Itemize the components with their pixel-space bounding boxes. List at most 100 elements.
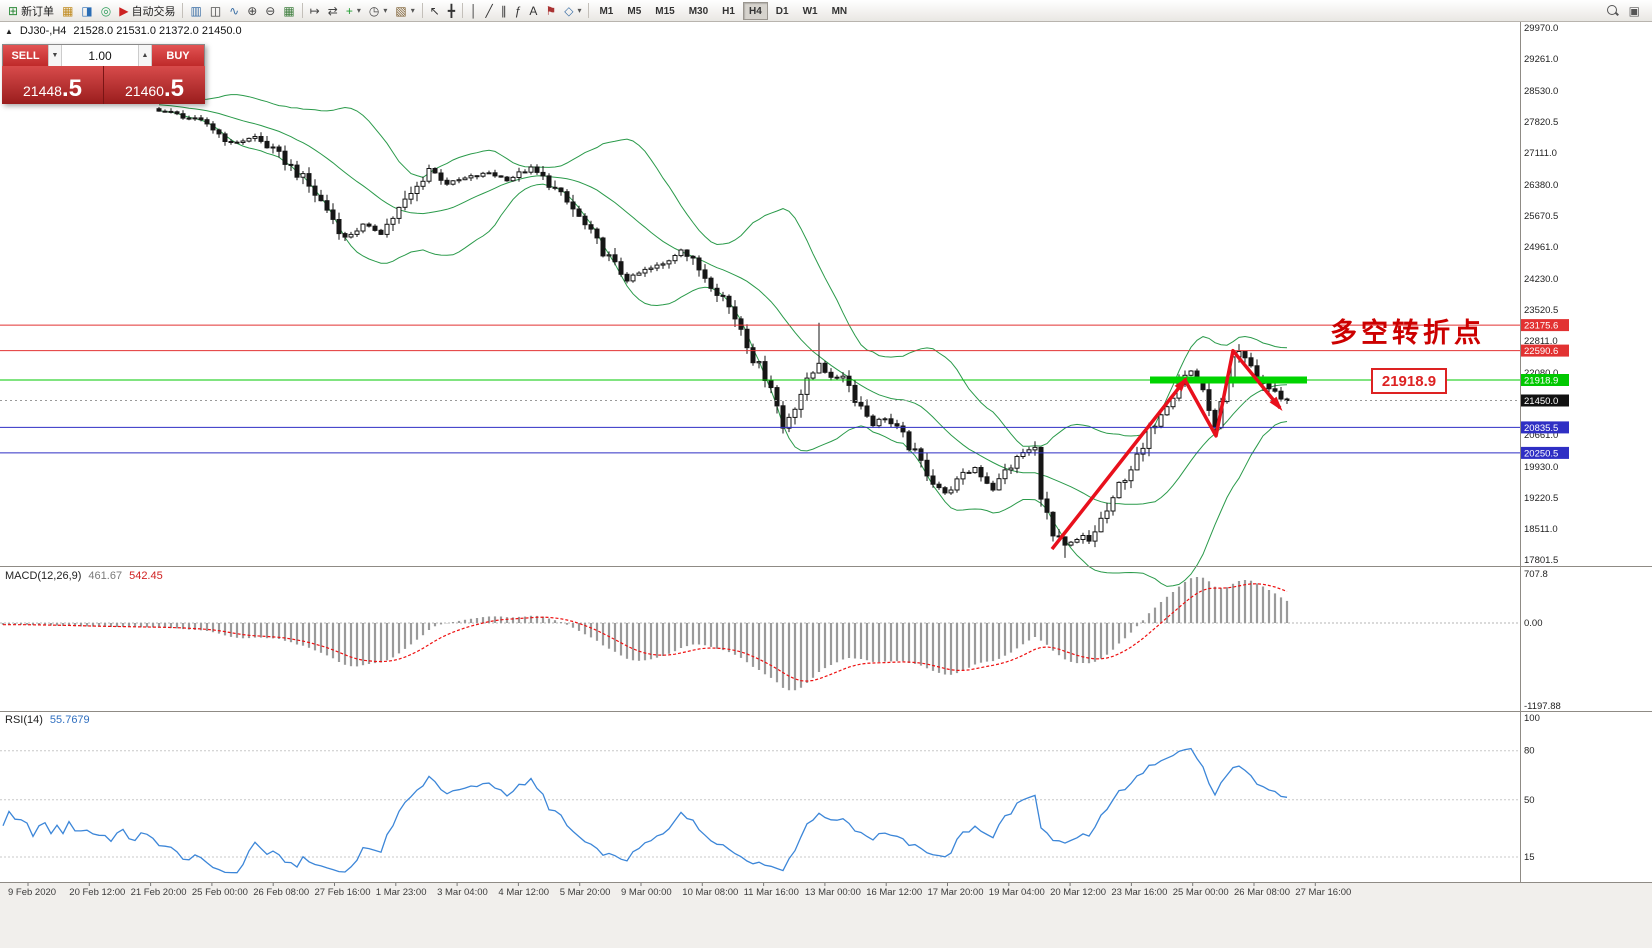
candle-body	[1128, 469, 1134, 482]
trendline-icon[interactable]: ╱	[482, 1, 497, 21]
price-badge-rect	[1521, 394, 1569, 407]
indicators-icon[interactable]: + ▾	[342, 1, 365, 21]
shapes-icon[interactable]: ◇ ▾	[560, 1, 585, 21]
symbol-info: ▲ DJ30-,H4 21528.0 21531.0 21372.0 21450…	[5, 25, 242, 37]
arrow-flag-icon[interactable]: ⚑	[541, 1, 560, 21]
cursor-icon[interactable]: ↖	[426, 1, 444, 21]
crosshair-icon[interactable]: ╋	[444, 1, 459, 21]
candle-body	[1050, 511, 1056, 537]
timeframe-mn[interactable]: MN	[831, 5, 848, 17]
chart-shift-icon[interactable]: ⇄	[324, 1, 342, 21]
sell-price-display[interactable]: 21448.5	[2, 66, 104, 104]
timeframe-m1[interactable]: M1	[599, 5, 614, 17]
trend-arrows[interactable]	[1050, 348, 1283, 551]
tile-windows-icon[interactable]: ▦	[279, 1, 298, 21]
buy-button[interactable]: BUY	[152, 45, 204, 66]
candle-body	[168, 110, 174, 113]
price-badge: 20250.5	[1524, 448, 1558, 459]
rsi-value: 55.7679	[49, 714, 90, 726]
timeframe-h4[interactable]: H4	[742, 1, 768, 20]
candle-body	[1068, 541, 1074, 546]
candle-body	[360, 223, 366, 232]
crosshair-icon: ╋	[447, 3, 455, 18]
volume-increase-button[interactable]: ▲	[138, 45, 152, 66]
market-watch-icon[interactable]: ◨	[77, 1, 96, 21]
candle-body	[540, 171, 546, 177]
price-axis-label: 24230.0	[1524, 274, 1558, 285]
time-label: 20 Feb 12:00	[69, 887, 125, 898]
rsi-label-row: RSI(14) 55.7679	[5, 714, 90, 726]
candle-body	[1062, 536, 1068, 546]
candle-body	[1002, 469, 1008, 480]
shapes-icon: ◇	[564, 3, 574, 18]
quick-panel-icon[interactable]: ▣	[1628, 3, 1640, 18]
new-order-button[interactable]: ⊞ 新订单	[4, 1, 58, 21]
auto-scroll-icon: ↦	[309, 3, 320, 18]
auto-scroll-icon[interactable]: ↦	[306, 1, 324, 21]
timeframe-m15[interactable]: M15	[655, 5, 675, 17]
templates-icon: ▧	[395, 3, 407, 18]
timeframe-h1[interactable]: H1	[722, 5, 735, 17]
fibonacci-icon[interactable]: ƒ	[511, 1, 526, 21]
zoom-out-icon[interactable]: ⊖	[261, 1, 279, 21]
vertical-line-icon[interactable]: │	[466, 1, 482, 21]
toolbar: ⊞ 新订单 ▦ ◨ ◎ ▶ 自动交易 ▥ ◫ ∿ ⊕ ⊖ ▦ ↦ ⇄ + ▾ ◷ ▾ ▧ ▾ ↖ ╋ │ ╱ ∥ ƒ A ⚑ ◇ ▾ M1 M…	[0, 0, 1652, 22]
line-chart-mode-icon[interactable]: ∿	[225, 1, 243, 21]
periods-dropdown-icon[interactable]: ▾	[383, 6, 388, 15]
symbol-ohlc: 21528.0 21531.0 21372.0 21450.0	[73, 25, 242, 37]
periods-icon[interactable]: ◷ ▾	[365, 1, 392, 21]
timeframe-d1[interactable]: D1	[775, 5, 789, 17]
candle-body	[768, 380, 774, 388]
price-axis-label: 29970.0	[1524, 23, 1558, 34]
candle-body	[468, 175, 474, 179]
navigator-icon[interactable]: ◎	[97, 1, 115, 21]
templates-icon[interactable]: ▧ ▾	[391, 1, 418, 21]
trend-zigzag-line[interactable]	[1050, 348, 1282, 551]
candle-body	[948, 489, 954, 494]
candle-body	[876, 418, 882, 427]
rsi-indicator-name: RSI(14)	[5, 714, 43, 726]
time-label: 16 Mar 12:00	[866, 887, 922, 898]
buy-price-display[interactable]: 21460.5	[104, 66, 205, 104]
timeframe-m30[interactable]: M30	[688, 5, 709, 17]
candle-body	[318, 194, 324, 202]
volume-input[interactable]	[62, 45, 138, 66]
timeframe-w1[interactable]: W1	[802, 5, 818, 17]
candle-body	[624, 273, 630, 282]
autotrading-button[interactable]: ▶ 自动交易	[115, 1, 179, 21]
pivot-price-label-box[interactable]	[1371, 368, 1447, 394]
price-axis-label: 20661.0	[1524, 430, 1558, 441]
candle-body	[804, 377, 810, 395]
market-watch-icon: ◨	[81, 3, 93, 18]
candle-body	[414, 185, 420, 195]
time-label: 4 Mar 12:00	[498, 887, 549, 898]
volume-decrease-button[interactable]: ▼	[48, 45, 62, 66]
candle-body	[1032, 446, 1038, 451]
candle-body	[222, 133, 228, 142]
toolbar-separator	[301, 3, 303, 18]
turning-point-annotation[interactable]: 多空转折点	[1330, 317, 1485, 348]
candle-body	[822, 362, 828, 373]
indicators-dropdown-icon[interactable]: ▾	[356, 6, 361, 15]
bar-chart-mode-icon[interactable]: ▥	[186, 1, 205, 21]
equidistant-channel-icon[interactable]: ∥	[497, 1, 511, 21]
candlestick-mode-icon[interactable]: ◫	[206, 1, 225, 21]
candle-body	[432, 168, 438, 174]
search-icon[interactable]	[1606, 4, 1619, 17]
candle-body	[750, 347, 756, 364]
shapes-dropdown-icon[interactable]: ▾	[577, 6, 582, 15]
candle-body	[936, 483, 942, 489]
sell-price-frac: .5	[61, 75, 82, 102]
bollinger-middle-band	[158, 104, 1288, 505]
timeframe-m5[interactable]: M5	[627, 5, 642, 17]
collapse-arrow-icon[interactable]: ▲	[5, 26, 13, 36]
candle-body	[762, 361, 768, 382]
zoom-in-icon[interactable]: ⊕	[243, 1, 261, 21]
sell-button[interactable]: SELL	[3, 45, 48, 66]
chart-window-icon[interactable]: ▦	[58, 1, 77, 21]
templates-dropdown-icon[interactable]: ▾	[410, 6, 415, 15]
pivot-price-label: 21918.9	[1382, 373, 1436, 390]
text-label-icon[interactable]: A	[525, 1, 541, 21]
time-axis: 9 Feb 2020 20 Feb 12:00 21 Feb 20:00 25 Feb…	[8, 883, 1351, 898]
